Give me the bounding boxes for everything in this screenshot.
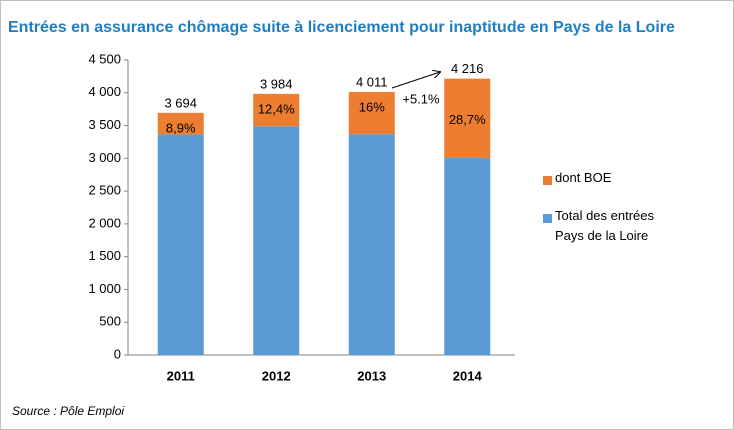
legend: dont BOE Total des entrées Pays de la Loi…	[543, 170, 723, 268]
y-tick-label: 2 500	[88, 183, 121, 198]
y-tick-label: 0	[114, 346, 121, 361]
x-tick-label: 2012	[262, 368, 291, 383]
bar-segment	[348, 134, 395, 355]
bar-segment	[157, 112, 204, 135]
total-label: 3 694	[164, 95, 197, 110]
y-tick-label: 500	[99, 314, 121, 329]
share-label: 28,7%	[449, 112, 486, 127]
y-tick-label: 1 500	[88, 248, 121, 263]
legend-label: dont BOE	[555, 170, 612, 185]
bar-segment	[253, 126, 300, 355]
bar-segment	[157, 134, 204, 355]
y-tick-label: 3 500	[88, 117, 121, 132]
y-tick-label: 4 500	[88, 51, 121, 66]
legend-item: dont BOE	[543, 170, 723, 188]
legend-label: Total des entrées Pays de la Loire	[555, 208, 655, 243]
annotation: +5.1%	[402, 91, 440, 106]
x-tick-label: 2011	[167, 368, 195, 383]
bar-segment	[444, 78, 491, 158]
share-label: 8,9%	[166, 120, 196, 135]
legend-item: Total des entrées Pays de la Loire	[543, 208, 723, 246]
share-label: 12,4%	[258, 101, 295, 116]
y-tick-label: 1 000	[88, 281, 121, 296]
total-label: 4 011	[356, 74, 388, 89]
y-tick-label: 2 000	[88, 215, 121, 230]
y-tick-label: 4 000	[88, 84, 121, 99]
arrow	[391, 72, 440, 89]
total-label: 3 984	[260, 76, 293, 91]
legend-swatch	[543, 176, 552, 185]
share-label: 16%	[359, 99, 385, 114]
bar-segment	[253, 93, 300, 127]
total-label: 4 216	[451, 61, 484, 76]
bar-segment	[444, 157, 491, 355]
chart-title: Entrées en assurance chômage suite à lic…	[8, 19, 675, 36]
legend-swatch	[543, 214, 552, 223]
source: Source : Pôle Emploi	[12, 404, 124, 418]
x-tick-label: 2013	[357, 368, 386, 383]
bar-segment	[348, 92, 395, 135]
x-tick-label: 2014	[453, 368, 483, 383]
y-tick-label: 3 000	[88, 150, 121, 165]
